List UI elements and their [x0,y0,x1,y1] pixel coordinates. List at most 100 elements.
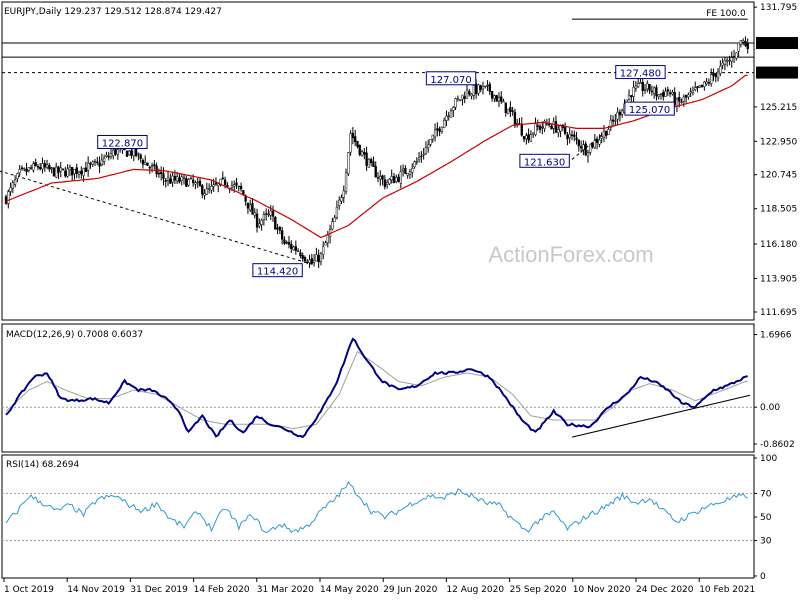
candle-body [340,197,343,202]
candle-body [68,166,72,171]
candle-body [342,190,345,198]
candle-body [312,259,316,263]
price-layer: FE 100.0 122.870 127.070 114.420 121.630 127.… [0,9,754,278]
candle-body [296,250,300,252]
candle-body [554,121,558,133]
candle-body [570,134,574,136]
candle-body [39,166,42,170]
candle-body [292,246,295,251]
candle-body [630,95,633,97]
candle-body [459,99,462,101]
candle-body [744,40,747,46]
candle-body [634,85,638,89]
candle-body [504,102,507,113]
candle-body [109,153,113,158]
candle-body [705,81,708,85]
candle-body [16,173,19,179]
price-tag-box [756,37,798,50]
candle-body [385,182,389,186]
candle-body [299,252,302,256]
x-tick-label: 12 Aug 2020 [446,585,504,595]
candle-body [267,213,270,216]
candle-body [269,210,272,216]
candle-body [374,166,377,178]
candle-body [511,110,514,112]
candle-body [265,213,268,215]
candle-body [59,167,62,172]
fe-level-label: FE 100.0 [706,9,746,19]
candle-body [370,159,373,163]
candle-body [180,176,183,182]
candle-body [643,89,647,91]
price-annotation-box [624,101,675,116]
price-annotation-box [615,65,666,80]
candle-body [575,137,578,140]
rsi-panel-frame [1,454,755,579]
candle-body [465,89,469,99]
candle-body [383,179,386,187]
candle-body [497,97,501,102]
candle-body [333,217,336,222]
candle-body [746,43,749,49]
candle-body [223,179,227,185]
candle-body [445,115,448,121]
candle-body [354,136,357,142]
candle-body [516,122,519,125]
candle-body [456,98,460,100]
macd-tick-label: -0.8602 [760,440,795,450]
candle-body [189,177,193,180]
candle-body [543,121,546,129]
candle-body [605,130,608,136]
candle-body [162,173,165,179]
candle-body [139,154,142,159]
candle-body [568,133,571,138]
x-tick-label: 29 Jun 2020 [383,585,437,595]
price-tick-label: 125.215 [760,103,797,113]
candle-body [107,156,110,158]
candle-body [322,246,325,255]
price-annotation-box [425,71,477,86]
candle-body [276,227,279,230]
candle-body [71,166,74,176]
candle-body [600,136,603,139]
candle-body [595,138,599,143]
candle-body [641,82,644,91]
candle-body [365,152,368,166]
candle-body [351,132,355,139]
candle-body [675,98,679,107]
candle-body [166,177,170,181]
candle-body [541,126,544,129]
candle-body [479,85,482,90]
candle-body [609,119,612,128]
candle-body [280,230,284,240]
candle-body [728,60,731,62]
candle-body [639,82,642,84]
candle-body [381,175,384,180]
candle-body [13,179,17,185]
candle-body [436,128,439,131]
candle-body [481,85,485,90]
price-annotation-label: 114.420 [257,267,298,278]
candle-body [712,72,715,76]
macd-signal-line [5,350,748,430]
candle-body [477,84,480,94]
candle-body [294,246,297,251]
candle-body [563,126,567,134]
rsi-title: RSI(14) 68.2694 [6,460,79,470]
candle-body [726,59,729,62]
candle-body [714,73,717,78]
candle-body [472,85,476,96]
candle-body [283,239,286,244]
candle-body [87,162,90,171]
candle-body [513,111,517,125]
candle-body [700,84,704,88]
candle-body [671,92,674,95]
candle-body [306,261,309,264]
candle-body [470,93,473,97]
candle-body [616,111,619,120]
candle-body [413,161,416,168]
candle-body [233,184,236,187]
price-annotation-label: 127.480 [620,69,661,80]
candle-body [735,52,738,59]
